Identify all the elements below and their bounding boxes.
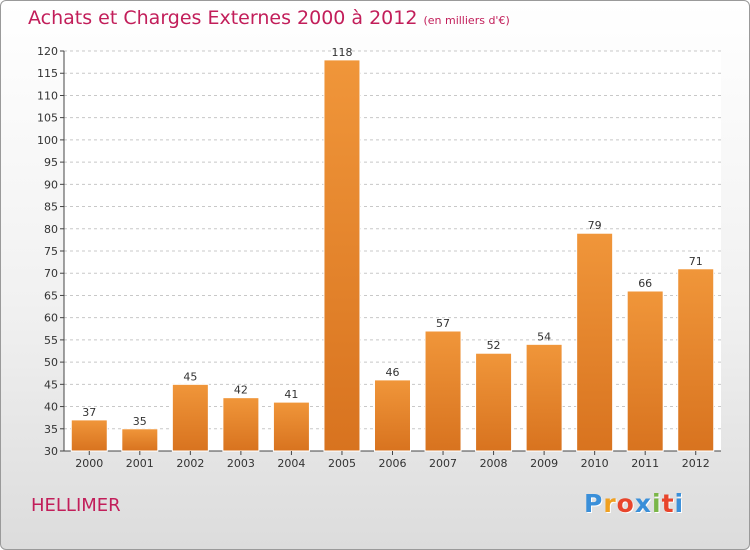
- logo-letter: r: [603, 489, 617, 518]
- bar: [121, 428, 159, 452]
- bar: [374, 379, 411, 452]
- bar: [677, 268, 715, 452]
- x-tick-label: 2011: [631, 457, 659, 470]
- data-label: 54: [537, 330, 551, 343]
- data-label: 37: [82, 406, 96, 419]
- chart-title-text: Achats et Charges Externes 2000 à 2012: [28, 7, 418, 29]
- x-tick-label: 2000: [75, 457, 103, 470]
- logo-letter: o: [616, 489, 635, 518]
- y-tick-label: 105: [37, 112, 58, 125]
- x-tick-label: 2008: [480, 457, 508, 470]
- x-tick-label: 2012: [682, 457, 710, 470]
- proxiti-logo: Proxiti: [584, 489, 684, 518]
- chart-title: Achats et Charges Externes 2000 à 2012 (e…: [28, 7, 510, 29]
- y-tick-label: 90: [44, 178, 58, 191]
- chart-subtitle: (en milliers d'€): [423, 14, 510, 27]
- data-label: 71: [689, 255, 703, 268]
- x-tick-label: 2002: [176, 457, 204, 470]
- y-tick-label: 35: [44, 423, 58, 436]
- bar: [272, 401, 310, 452]
- logo-letter: t: [661, 489, 675, 518]
- bar: [323, 59, 361, 452]
- data-label: 79: [588, 219, 602, 232]
- data-label: 42: [234, 384, 248, 397]
- data-label: 66: [638, 277, 652, 290]
- x-tick-label: 2010: [581, 457, 609, 470]
- y-tick-label: 40: [44, 401, 58, 414]
- x-tick-label: 2001: [126, 457, 154, 470]
- y-tick-label: 55: [44, 334, 58, 347]
- x-tick-label: 2007: [429, 457, 457, 470]
- bar: [424, 330, 462, 452]
- y-tick-label: 50: [44, 356, 58, 369]
- data-label: 118: [331, 46, 352, 59]
- x-tick-label: 2003: [227, 457, 255, 470]
- y-tick-label: 85: [44, 201, 58, 214]
- bar: [525, 343, 563, 452]
- y-tick-label: 110: [37, 89, 58, 102]
- data-label: 41: [284, 388, 298, 401]
- bar: [222, 397, 260, 452]
- x-tick-label: 2005: [328, 457, 356, 470]
- y-tick-label: 115: [37, 67, 58, 80]
- y-tick-label: 65: [44, 289, 58, 302]
- bar: [70, 419, 108, 452]
- bar: [475, 352, 513, 452]
- data-label: 46: [386, 366, 400, 379]
- y-tick-label: 70: [44, 267, 58, 280]
- place-name: HELLIMER: [31, 495, 121, 516]
- data-label: 35: [133, 415, 147, 428]
- x-tick-label: 2006: [379, 457, 407, 470]
- x-tick-label: 2009: [530, 457, 558, 470]
- data-label: 57: [436, 317, 450, 330]
- bar: [626, 290, 664, 452]
- y-tick-label: 45: [44, 378, 58, 391]
- y-tick-label: 30: [44, 445, 58, 458]
- logo-letter: i: [652, 489, 662, 518]
- data-label: 45: [183, 370, 197, 383]
- bar: [576, 232, 614, 452]
- logo-letter: i: [674, 489, 685, 518]
- y-tick-label: 95: [44, 156, 58, 169]
- bar: [171, 383, 209, 452]
- y-tick-label: 60: [44, 312, 58, 325]
- logo-letter: x: [634, 489, 652, 518]
- logo-letter: P: [584, 489, 604, 518]
- x-tick-label: 2004: [277, 457, 305, 470]
- y-tick-label: 120: [37, 45, 58, 58]
- y-tick-label: 100: [37, 134, 58, 147]
- data-label: 52: [487, 339, 501, 352]
- y-tick-label: 75: [44, 245, 58, 258]
- y-tick-label: 80: [44, 223, 58, 236]
